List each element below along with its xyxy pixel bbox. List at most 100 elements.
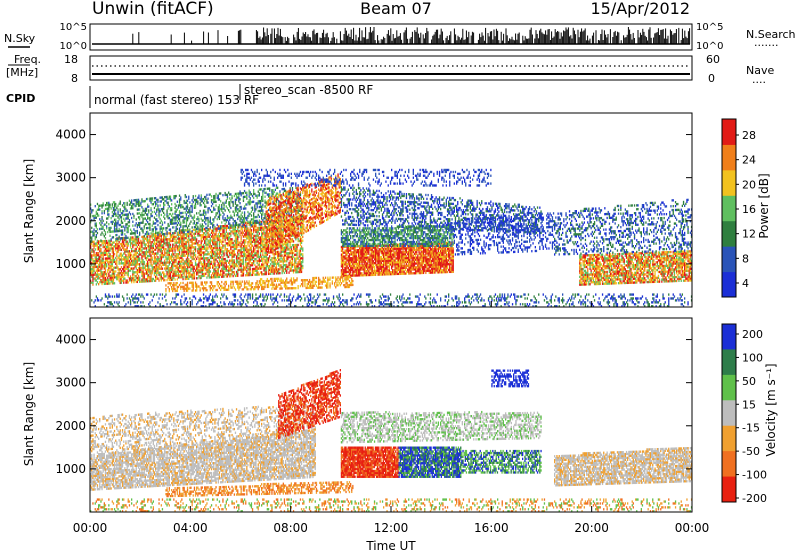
- power-cell: [158, 248, 160, 251]
- power-cell: [148, 264, 150, 267]
- power-cell: [230, 244, 232, 247]
- power-cell: [251, 206, 254, 209]
- power-cell: [133, 228, 135, 231]
- power-cell: [149, 254, 151, 258]
- power-cell: [92, 250, 94, 253]
- power-cell: [201, 270, 203, 274]
- power-cell: [116, 274, 118, 277]
- power-cell: [254, 223, 256, 226]
- power-cell: [272, 270, 274, 273]
- power-cell: [113, 245, 116, 248]
- power-cell: [169, 222, 172, 225]
- power-cell: [172, 263, 174, 266]
- power-cell: [153, 201, 156, 204]
- power-cell: [124, 256, 126, 259]
- power-cell: [134, 251, 136, 255]
- power-cell: [275, 272, 278, 275]
- power-cell: [100, 263, 102, 266]
- power-cell: [280, 252, 282, 255]
- power-cell: [161, 277, 164, 280]
- power-cell: [124, 204, 126, 207]
- power-cell: [169, 237, 172, 241]
- power-cell: [132, 249, 134, 253]
- power-cell: [147, 221, 149, 224]
- power-cell: [278, 217, 280, 221]
- power-cell: [207, 262, 209, 266]
- power-cell: [186, 254, 189, 257]
- power-cell: [259, 205, 262, 209]
- power-cell: [285, 246, 287, 249]
- power-cell: [237, 208, 239, 211]
- power-cell: [177, 262, 180, 266]
- power-cell: [163, 205, 165, 209]
- power-cell: [204, 209, 206, 212]
- power-cell: [258, 242, 260, 245]
- power-cell: [150, 260, 152, 263]
- power-cell: [116, 258, 118, 261]
- power-cell: [160, 250, 162, 253]
- power-cell: [287, 242, 289, 245]
- power-cell: [110, 220, 112, 224]
- power-cell: [282, 223, 284, 226]
- power-cell: [182, 237, 184, 240]
- power-cell: [102, 278, 104, 282]
- power-cell: [126, 223, 128, 226]
- power-cell: [110, 247, 112, 250]
- power-cell: [171, 253, 173, 256]
- power-cell: [111, 258, 113, 262]
- power-cell: [152, 228, 154, 231]
- power-cell: [239, 190, 241, 193]
- power-cell: [135, 259, 137, 262]
- power-cell: [171, 265, 173, 268]
- power-cell: [101, 231, 103, 234]
- power-cell: [167, 207, 169, 210]
- power-cell: [92, 275, 94, 278]
- power-cell: [277, 227, 279, 230]
- power-cell: [181, 256, 183, 259]
- power-cell: [266, 220, 268, 223]
- power-cell: [183, 262, 185, 265]
- power-cell: [150, 197, 152, 200]
- power-cell: [207, 218, 209, 222]
- power-cell: [182, 231, 184, 234]
- power-cell: [264, 216, 266, 220]
- power-cell: [94, 244, 96, 247]
- power-cell: [267, 208, 270, 212]
- power-cell: [251, 254, 254, 257]
- power-cell: [245, 231, 247, 234]
- power-cell: [157, 277, 159, 280]
- power-cell: [222, 228, 224, 232]
- power-cell: [258, 223, 260, 226]
- power-cell: [171, 267, 173, 270]
- power-cell: [145, 272, 148, 275]
- power-cell: [300, 268, 303, 272]
- power-cell: [253, 212, 255, 215]
- power-cell: [231, 230, 233, 233]
- power-cell: [297, 270, 299, 274]
- power-cell: [174, 222, 176, 225]
- power-cell: [166, 197, 168, 201]
- power-cell: [196, 212, 198, 215]
- power-cell: [201, 263, 203, 266]
- power-cell: [224, 273, 226, 276]
- power-cell: [98, 273, 100, 276]
- power-cell: [137, 198, 140, 202]
- power-cell: [100, 255, 102, 259]
- power-cell: [224, 265, 226, 268]
- power-cell: [269, 266, 271, 270]
- power-cell: [177, 254, 180, 258]
- power-cell: [126, 261, 128, 265]
- power-cell: [296, 263, 298, 266]
- power-cell: [185, 219, 188, 222]
- power-cell: [129, 255, 132, 259]
- power-cell: [112, 220, 115, 223]
- power-cell: [228, 226, 230, 229]
- power-cell: [246, 235, 248, 238]
- power-cell: [159, 271, 161, 274]
- power-cell: [135, 280, 137, 284]
- power-cell: [157, 240, 159, 243]
- power-cell: [243, 241, 246, 244]
- power-cell: [95, 226, 97, 229]
- power-cell: [191, 199, 193, 202]
- power-cell: [113, 203, 116, 206]
